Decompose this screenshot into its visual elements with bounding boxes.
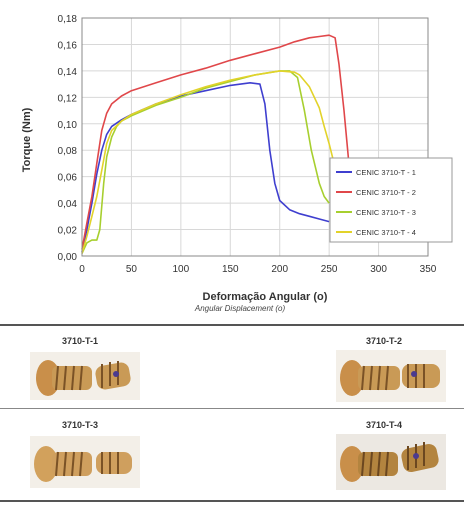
bottom-divider <box>0 500 464 502</box>
legend-label-1: CENIC 3710-T - 1 <box>356 168 416 177</box>
plot-frame <box>81 17 429 257</box>
legend-label-3: CENIC 3710-T - 3 <box>356 208 416 217</box>
torque-chart: 0,00 0,02 0,04 0,06 0,08 0,10 0,12 0,14 0,16 0,18… <box>21 14 453 313</box>
y-tick-label: 0,18 <box>58 14 78 25</box>
y-tick-labels: 0,00 0,02 0,04 0,06 0,08 0,10 0,12 0,14 0,16 0,18 <box>58 14 78 263</box>
x-tick-labels: 0 50 100 150 200 250 300 350 <box>79 264 437 275</box>
y-tick-label: 0,16 <box>58 40 78 51</box>
y-tick-label: 0,08 <box>58 146 78 157</box>
y-tick-label: 0,10 <box>58 120 78 131</box>
x-tick-label: 350 <box>420 264 437 275</box>
y-tick-label: 0,12 <box>58 93 78 104</box>
x-tick-label: 0 <box>79 264 85 275</box>
row-divider <box>0 408 464 409</box>
legend-box <box>329 157 453 243</box>
series-line-2 <box>81 34 353 250</box>
x-tick-label: 300 <box>370 264 387 275</box>
x-axis-label-english: Angular Displacement (o) <box>194 304 286 313</box>
specimen-photo-1 <box>30 352 140 400</box>
specimen-label-2: 3710-T-2 <box>366 336 403 346</box>
specimen-label-4: 3710-T-4 <box>366 420 403 430</box>
chart-svg: 0,00 0,02 0,04 0,06 0,08 0,10 0,12 0,14 0,16 0,18… <box>21 14 453 313</box>
x-tick-label: 250 <box>321 264 338 275</box>
x-tick-label: 100 <box>173 264 190 275</box>
specimen-label-1: 3710-T-1 <box>62 336 99 346</box>
x-tick-label: 200 <box>271 264 288 275</box>
specimen-label-3: 3710-T-3 <box>62 420 99 430</box>
series-line-1 <box>81 82 330 253</box>
series-lines <box>81 34 353 254</box>
y-tick-label: 0,06 <box>58 173 78 184</box>
y-tick-label: 0,02 <box>58 226 78 237</box>
specimen-photo-2 <box>336 350 446 402</box>
y-axis-label: Torque (Nm) <box>21 107 33 172</box>
y-tick-label: 0,00 <box>58 252 78 263</box>
specimen-photo-3 <box>30 436 140 488</box>
x-axis-label: Deformação Angular (o) <box>203 291 328 303</box>
series-line-3 <box>81 70 330 254</box>
x-tick-label: 150 <box>222 264 239 275</box>
legend-label-4: CENIC 3710-T - 4 <box>356 228 416 237</box>
y-tick-label: 0,04 <box>58 199 78 210</box>
series-line-4 <box>81 70 335 254</box>
legend-label-2: CENIC 3710-T - 2 <box>356 188 416 197</box>
specimen-photo-4 <box>336 434 446 490</box>
legend: CENIC 3710-T - 1 CENIC 3710-T - 2 CENIC 37… <box>329 157 453 243</box>
y-tick-label: 0,14 <box>58 67 78 78</box>
section-divider <box>0 324 464 326</box>
x-tick-label: 50 <box>126 264 138 275</box>
